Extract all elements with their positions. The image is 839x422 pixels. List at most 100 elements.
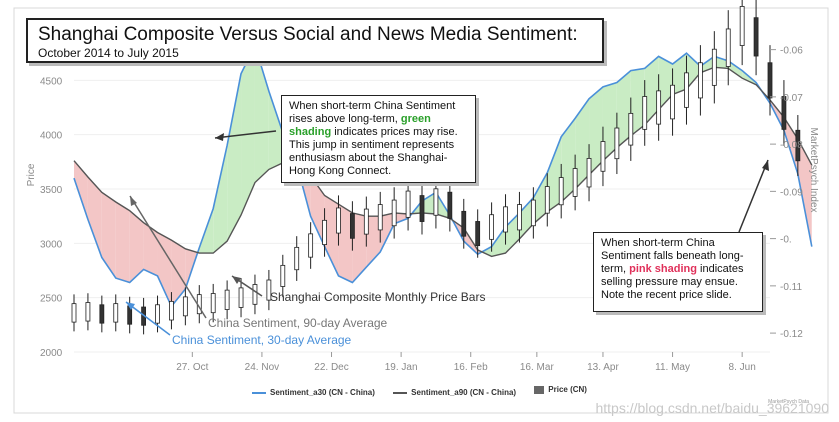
price-bar xyxy=(614,127,620,160)
legend-a30-label: Sentiment_a30 (CN - China) xyxy=(270,388,375,397)
pink-shading xyxy=(366,216,381,268)
pink-shading xyxy=(129,210,144,283)
green-shading xyxy=(227,73,242,242)
legend-price-label: Price (CN) xyxy=(548,385,587,394)
price-bar xyxy=(725,28,731,67)
price-bar xyxy=(628,112,634,146)
price-bar xyxy=(85,302,91,322)
price-bar xyxy=(377,204,383,231)
y-tick-label: 4000 xyxy=(40,131,63,142)
green-shading xyxy=(241,45,255,216)
price-bar xyxy=(113,303,119,323)
green-shading xyxy=(700,56,715,73)
price-bar xyxy=(530,199,536,227)
y2-tick-label: -0.08 xyxy=(780,140,803,151)
y2-axis-title: MarketPsych Index xyxy=(808,127,819,212)
green-shading-callout: When short-term China Sentiment rises ab… xyxy=(281,95,476,183)
green-shading xyxy=(672,53,687,95)
green-shading xyxy=(213,145,228,254)
x-tick-label: 27. Oct xyxy=(176,362,208,373)
price-bar xyxy=(169,300,174,321)
price-bar xyxy=(280,264,286,287)
price-bar xyxy=(711,48,717,86)
y-tick-label: 2500 xyxy=(40,294,63,305)
price-layer xyxy=(71,0,801,335)
green-shading xyxy=(616,70,631,148)
pink-shading xyxy=(324,195,339,276)
legend-a90-label: Sentiment_a90 (CN - China) xyxy=(411,388,517,397)
annotation-layer: Shanghai Composite Monthly Price Bars Ch… xyxy=(125,130,769,347)
price-bar xyxy=(252,284,258,305)
legend-a90-swatch xyxy=(393,391,408,394)
y-tick-label: 2000 xyxy=(40,348,63,359)
price-bars-label: Shanghai Composite Monthly Price Bars xyxy=(270,290,485,304)
price-bar xyxy=(238,287,244,308)
price-bar xyxy=(503,206,508,233)
green-shading xyxy=(519,197,534,239)
green-shading xyxy=(589,86,603,175)
pink-shading xyxy=(394,212,409,224)
chart-title: Shanghai Composite Versus Social and New… xyxy=(38,24,578,45)
price-bar xyxy=(308,233,314,258)
legend-item-price[interactable]: Price (CN) xyxy=(534,385,587,394)
pink-callout-arrowhead xyxy=(762,160,769,171)
pink-callout-text-post: indicates selling pressure may ensue. No… xyxy=(601,263,744,301)
price-bar xyxy=(336,207,341,234)
pink-shading xyxy=(101,192,116,279)
legend-item-a90[interactable]: Sentiment_a90 (CN - China) xyxy=(393,388,516,397)
price-bar xyxy=(155,304,160,324)
avg90-arrowhead xyxy=(130,196,137,206)
avg90-label: China Sentiment, 90-day Average xyxy=(208,316,388,330)
green-shading xyxy=(505,212,520,254)
price-bar xyxy=(266,279,272,301)
price-bar xyxy=(99,304,105,324)
price-bar xyxy=(363,208,369,235)
avg30-label: China Sentiment, 30-day Average xyxy=(172,333,352,347)
price-bar xyxy=(600,141,606,172)
price-bar xyxy=(781,96,787,130)
price-bar xyxy=(767,62,773,99)
green-callout-arrow xyxy=(214,130,277,139)
chart-legend: Sentiment_a30 (CN - China) Sentiment_a90… xyxy=(0,385,839,397)
price-bar xyxy=(739,6,745,46)
price-bar xyxy=(419,195,425,222)
pink-shading xyxy=(115,202,130,283)
series-a30-line xyxy=(73,43,813,308)
price-bar xyxy=(182,296,188,317)
y2-tick-label: -0.11 xyxy=(780,282,802,293)
price-bar xyxy=(558,177,564,206)
avg90-arrow xyxy=(129,195,207,319)
price-bar xyxy=(349,213,355,239)
y-tick-label: 4500 xyxy=(40,76,63,87)
price-bar xyxy=(698,62,703,99)
price-bar xyxy=(586,158,592,188)
price-bar xyxy=(391,199,397,227)
green-callout-highlight: green shading xyxy=(289,113,431,138)
price-bar xyxy=(224,289,230,310)
y-axis-title: Price xyxy=(26,163,37,186)
pink-shading xyxy=(380,212,395,253)
green-callout-text-post: indicates prices may rise. This jump in … xyxy=(289,126,458,177)
pink-callout-arrow xyxy=(738,159,769,233)
avg30-arrowhead xyxy=(126,302,135,310)
price-bar xyxy=(294,246,300,271)
green-shading xyxy=(686,53,701,90)
price-bar xyxy=(447,191,453,219)
pink-callout-highlight: pink shading xyxy=(629,263,697,275)
title-box: Shanghai Composite Versus Social and New… xyxy=(26,18,604,63)
price-bar xyxy=(433,188,439,216)
legend-a30-swatch xyxy=(252,391,267,394)
x-tick-label: 11. May xyxy=(655,362,690,373)
pink-shading xyxy=(783,117,798,174)
price-bar xyxy=(405,190,411,218)
green-shading xyxy=(602,82,617,161)
x-tick-label: 8. Jun xyxy=(729,362,756,373)
chart-subtitle: October 2014 to July 2015 xyxy=(38,46,179,60)
price-bar xyxy=(684,72,689,108)
legend-item-a30[interactable]: Sentiment_a30 (CN - China) xyxy=(252,388,375,397)
green-shading xyxy=(481,246,492,257)
pink-shading xyxy=(797,139,812,247)
pink-shading xyxy=(310,175,325,247)
